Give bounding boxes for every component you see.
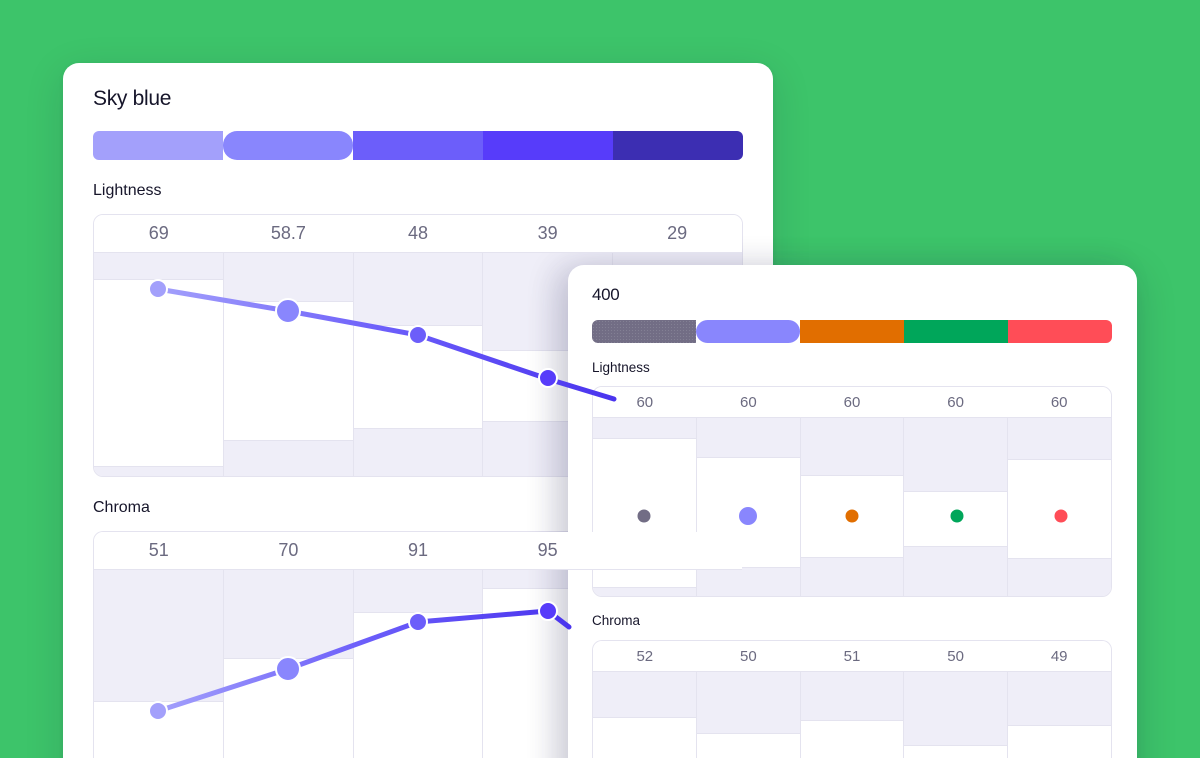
lightness-label: Lightness — [592, 360, 650, 375]
value-cell[interactable]: 60 — [947, 393, 964, 411]
value-cell[interactable]: 50 — [947, 647, 964, 665]
chroma-values-row: 52 50 51 50 49 — [593, 641, 1111, 672]
value-cell[interactable]: 91 — [407, 540, 428, 560]
range-column — [696, 672, 801, 758]
range-column — [800, 672, 905, 758]
chroma-chart: 51 70 91 95 — [93, 531, 743, 758]
value-cell[interactable]: 52 — [636, 647, 654, 665]
point-handle — [148, 279, 168, 299]
lightness-label: Lightness — [93, 182, 162, 199]
chroma-values-row: 51 70 91 95 — [94, 532, 742, 570]
swatch-bar — [592, 320, 1112, 343]
value-cell[interactable]: 69 — [148, 223, 169, 243]
range-column — [800, 418, 905, 596]
lightness-chart: 60 60 60 60 60 — [592, 386, 1112, 597]
swatch-green[interactable] — [904, 320, 1008, 343]
value-cell[interactable]: 49 — [1050, 647, 1068, 665]
chroma-label: Chroma — [592, 613, 641, 628]
value-cell[interactable]: 39 — [537, 223, 558, 243]
swatch-5[interactable] — [613, 131, 743, 160]
lightness-values-row: 60 60 60 60 60 — [593, 387, 1111, 418]
palette-card-sky-blue: Sky blue Lightness 69 58.7 48 39 29 — [63, 63, 773, 758]
range-column — [904, 672, 1009, 758]
palette-title: Sky blue — [93, 87, 172, 110]
range-column — [593, 672, 697, 758]
chroma-chart: 52 50 51 50 49 — [592, 640, 1112, 758]
chroma-label: Chroma — [93, 499, 150, 516]
swatch-2-selected[interactable] — [223, 131, 353, 160]
point-handle — [408, 325, 428, 345]
value-cell[interactable]: 60 — [843, 393, 861, 411]
range-column — [353, 253, 484, 476]
lightness-values-row: 69 58.7 48 39 29 — [94, 215, 742, 253]
value-cell[interactable]: 60 — [740, 393, 757, 411]
swatch-red[interactable] — [1008, 320, 1112, 343]
swatch-1[interactable] — [93, 131, 223, 160]
range-column — [1008, 418, 1111, 596]
range-column — [904, 418, 1009, 596]
swatch-3[interactable] — [353, 131, 483, 160]
lightness-line — [635, 505, 1070, 527]
point-handle-selected — [275, 298, 301, 324]
swatch-4[interactable] — [483, 131, 613, 160]
value-cell[interactable]: 50 — [740, 647, 757, 665]
value-cell[interactable]: 51 — [148, 540, 169, 560]
lightness-chart: 69 58.7 48 39 29 — [93, 214, 743, 477]
range-column — [223, 253, 354, 476]
palette-card-400: 400 Lightness 60 60 60 60 60 — [568, 265, 1137, 758]
swatch-bar — [93, 131, 743, 160]
palette-title: 400 — [592, 285, 620, 304]
swatch-blue-selected[interactable] — [696, 320, 800, 343]
range-column — [94, 570, 224, 758]
range-column — [1008, 672, 1111, 758]
lightness-line — [148, 279, 617, 402]
value-cell[interactable]: 29 — [667, 223, 688, 243]
value-cell[interactable]: 60 — [636, 393, 654, 411]
swatch-gray[interactable] — [592, 320, 696, 343]
range-column — [94, 253, 224, 476]
chroma-line — [148, 601, 572, 721]
value-cell[interactable]: 70 — [278, 540, 299, 560]
swatch-orange[interactable] — [800, 320, 904, 343]
value-cell[interactable]: 95 — [537, 540, 558, 560]
value-cell[interactable]: 58.7 — [270, 223, 306, 243]
value-cell[interactable]: 51 — [843, 647, 861, 665]
range-columns — [593, 672, 1111, 758]
value-cell[interactable]: 60 — [1050, 393, 1068, 411]
point-handle — [538, 368, 558, 388]
value-cell[interactable]: 48 — [407, 223, 428, 243]
range-columns — [593, 418, 1111, 596]
